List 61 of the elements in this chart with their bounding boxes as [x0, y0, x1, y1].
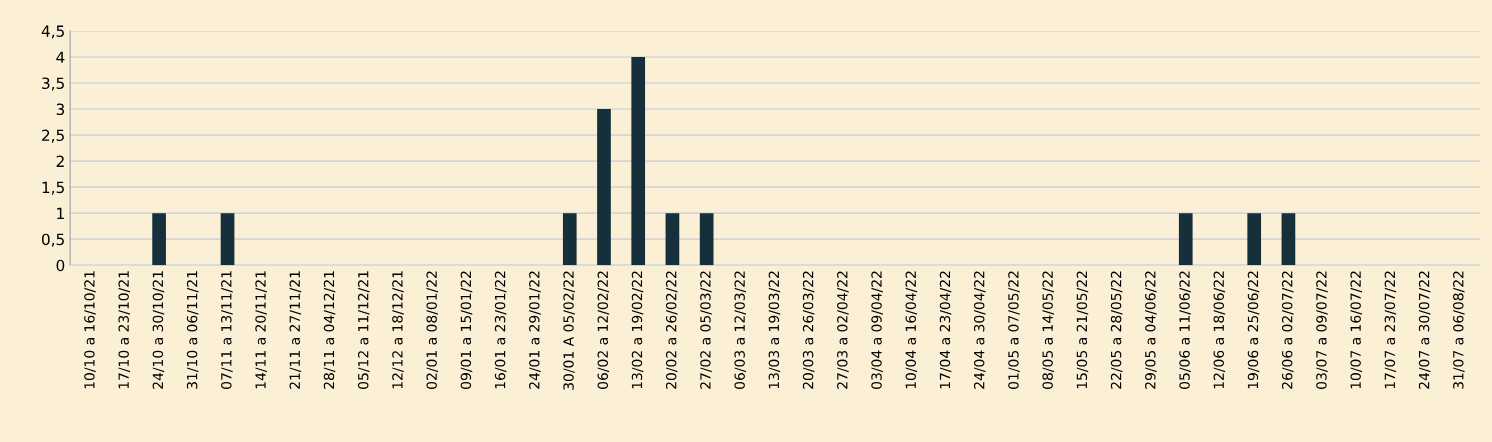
y-tick-label: 3,5	[42, 77, 64, 91]
x-tick-label: 10/10 a 16/10/21	[84, 271, 96, 389]
bar	[562, 213, 577, 266]
x-tick-label: 17/07 a 23/07/22	[1384, 271, 1397, 389]
x-tick-label: 30/01 A 05/02/22	[563, 271, 575, 390]
x-tick-label: 21/11 a 27/11/21	[289, 271, 302, 389]
x-tick-label: 01/05 a 07/05/22	[1008, 271, 1020, 389]
y-tick-label: 0,5	[41, 233, 64, 247]
x-tick-label: 09/01 a 15/01/22	[460, 271, 473, 389]
x-tick-label: 13/03 a 19/03/22	[768, 271, 781, 389]
bar	[665, 213, 680, 266]
bar	[699, 213, 714, 266]
x-tick-label: 06/03 a 12/03/22	[734, 271, 746, 389]
x-tick-label: 26/06 a 02/07/22	[1281, 271, 1294, 389]
y-tick-label: 1	[57, 207, 64, 219]
x-tick-label: 27/02 a 05/03/22	[700, 271, 712, 389]
y-tick-label: 3	[56, 103, 65, 116]
y-tick-label: 1,5	[42, 181, 64, 195]
x-tick-label: 17/04 a 23/04/22	[939, 271, 952, 389]
y-tick-label: 4	[56, 51, 65, 63]
x-tick-label: 05/12 a 11/12/21	[357, 271, 370, 389]
x-tick-label: 15/05 a 21/05/22	[1076, 271, 1089, 389]
x-tick-label: 24/10 a 30/10/21	[152, 271, 165, 389]
x-tick-label: 29/05 a 04/06/22	[1145, 271, 1157, 389]
y-tick-label: 2,5	[42, 129, 64, 143]
x-tick-label: 03/04 a 09/04/22	[871, 271, 883, 389]
x-tick-label: 20/02 a 26/02/22	[665, 271, 678, 389]
x-tick-label: 10/04 a 16/04/22	[905, 271, 918, 389]
bar	[152, 213, 166, 266]
bar	[1247, 213, 1262, 266]
x-tick-label: 12/12 a 18/12/21	[392, 271, 404, 389]
x-tick-label: 12/06 a 18/06/22	[1213, 271, 1226, 389]
x-tick-label: 16/01 a 23/01/22	[494, 271, 507, 389]
x-tick-label: 05/06 a 11/06/22	[1179, 271, 1191, 389]
x-tick-label: 24/07 a 30/07/22	[1418, 271, 1431, 389]
x-tick-label: 27/03 a 02/04/22	[837, 271, 849, 389]
bar	[220, 213, 235, 266]
x-tick-label: 02/01 a 08/01/22	[426, 271, 438, 389]
bar	[1281, 213, 1296, 266]
x-tick-label: 20/03 a 26/03/22	[802, 271, 815, 389]
x-tick-label: 06/02 a 12/02/22	[597, 271, 610, 389]
bar	[631, 56, 646, 266]
x-tick-label: 31/07 a 06/08/22	[1453, 271, 1465, 389]
x-tick-label: 19/06 a 25/06/22	[1247, 271, 1260, 389]
x-tick-label: 22/05 a 28/05/22	[1110, 271, 1123, 389]
x-tick-label: 24/01 a 29/01/22	[529, 271, 541, 389]
x-tick-label: 13/02 a 19/02/22	[631, 271, 644, 389]
x-tick-label: 14/11 a 20/11/21	[255, 271, 267, 389]
x-tick-label: 10/07 a 16/07/22	[1350, 271, 1362, 389]
x-tick-label: 08/05 a 14/05/22	[1042, 271, 1054, 389]
x-tick-label: 07/11 a 13/11/21	[221, 271, 233, 389]
x-tick-label: 03/07 a 09/07/22	[1316, 271, 1328, 389]
x-tick-label: 17/10 a 23/10/21	[118, 271, 130, 389]
x-tick-label: 24/04 a 30/04/22	[973, 271, 986, 389]
y-tick-label: 2	[56, 155, 64, 167]
x-tick-label: 28/11 a 04/12/21	[323, 271, 336, 389]
bar	[597, 109, 611, 266]
x-tick-label: 31/10 a 06/11/21	[186, 271, 199, 389]
y-tick-label: 0	[56, 259, 65, 272]
bar	[1178, 213, 1193, 266]
y-tick-label: 4,5	[41, 25, 64, 39]
